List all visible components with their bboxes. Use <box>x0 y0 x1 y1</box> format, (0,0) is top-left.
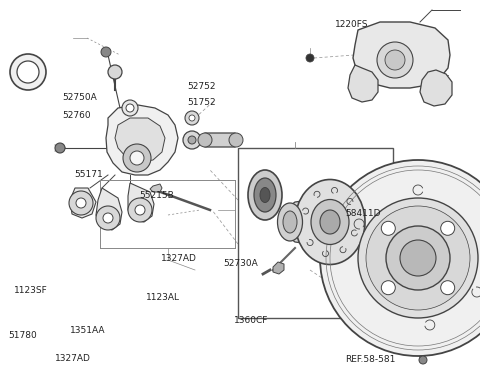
Text: 1123AL: 1123AL <box>146 293 180 303</box>
Circle shape <box>76 198 86 208</box>
Circle shape <box>441 221 455 235</box>
Circle shape <box>126 104 134 112</box>
Polygon shape <box>70 188 96 218</box>
Circle shape <box>188 136 196 144</box>
Circle shape <box>366 206 470 310</box>
Polygon shape <box>115 118 165 162</box>
Circle shape <box>10 54 46 90</box>
Circle shape <box>122 100 138 116</box>
Circle shape <box>385 50 405 70</box>
Circle shape <box>381 221 396 235</box>
Circle shape <box>358 198 478 318</box>
Circle shape <box>183 131 201 149</box>
Polygon shape <box>287 200 330 244</box>
Text: 1351AA: 1351AA <box>70 326 105 335</box>
Text: 58411D: 58411D <box>346 209 381 218</box>
Text: 1327AD: 1327AD <box>161 254 197 264</box>
Ellipse shape <box>295 180 365 265</box>
Ellipse shape <box>311 200 349 244</box>
Polygon shape <box>128 183 154 222</box>
Polygon shape <box>273 262 284 274</box>
Ellipse shape <box>260 188 270 203</box>
Text: 1123SF: 1123SF <box>14 286 48 295</box>
Polygon shape <box>200 133 240 147</box>
Circle shape <box>108 65 122 79</box>
Text: 51780: 51780 <box>9 331 37 340</box>
Polygon shape <box>96 188 122 230</box>
Circle shape <box>185 111 199 125</box>
Circle shape <box>320 160 480 356</box>
Circle shape <box>123 144 151 172</box>
Ellipse shape <box>320 210 340 234</box>
Text: 51752: 51752 <box>187 98 216 107</box>
Text: 1360CF: 1360CF <box>234 316 269 326</box>
Circle shape <box>400 240 436 276</box>
Circle shape <box>96 206 120 230</box>
Circle shape <box>306 54 314 62</box>
Circle shape <box>419 356 427 364</box>
Circle shape <box>441 281 455 295</box>
Polygon shape <box>150 184 162 192</box>
Circle shape <box>198 133 212 147</box>
Circle shape <box>189 115 195 121</box>
Polygon shape <box>353 22 450 88</box>
Text: 55171: 55171 <box>74 170 103 179</box>
Polygon shape <box>348 65 378 102</box>
Text: 1327AD: 1327AD <box>55 354 91 363</box>
Circle shape <box>229 133 243 147</box>
Circle shape <box>101 47 111 57</box>
Bar <box>238 148 393 318</box>
Circle shape <box>381 281 396 295</box>
Text: 52750A: 52750A <box>62 93 97 102</box>
Circle shape <box>135 205 145 215</box>
Ellipse shape <box>283 211 297 233</box>
Polygon shape <box>420 70 452 106</box>
Text: REF.58-581: REF.58-581 <box>345 355 395 364</box>
Circle shape <box>69 191 93 215</box>
Text: 1220FS: 1220FS <box>335 20 369 29</box>
Text: 52730A: 52730A <box>223 259 258 268</box>
Circle shape <box>130 151 144 165</box>
Circle shape <box>377 42 413 78</box>
Ellipse shape <box>254 178 276 212</box>
Text: 55215B: 55215B <box>139 191 174 200</box>
Circle shape <box>128 198 152 222</box>
Circle shape <box>17 61 39 83</box>
Text: 52752: 52752 <box>187 82 216 91</box>
Circle shape <box>55 143 65 153</box>
Polygon shape <box>106 105 178 175</box>
Ellipse shape <box>277 203 302 241</box>
Ellipse shape <box>248 170 282 220</box>
Text: 52760: 52760 <box>62 111 91 120</box>
Circle shape <box>386 226 450 290</box>
Circle shape <box>103 213 113 223</box>
